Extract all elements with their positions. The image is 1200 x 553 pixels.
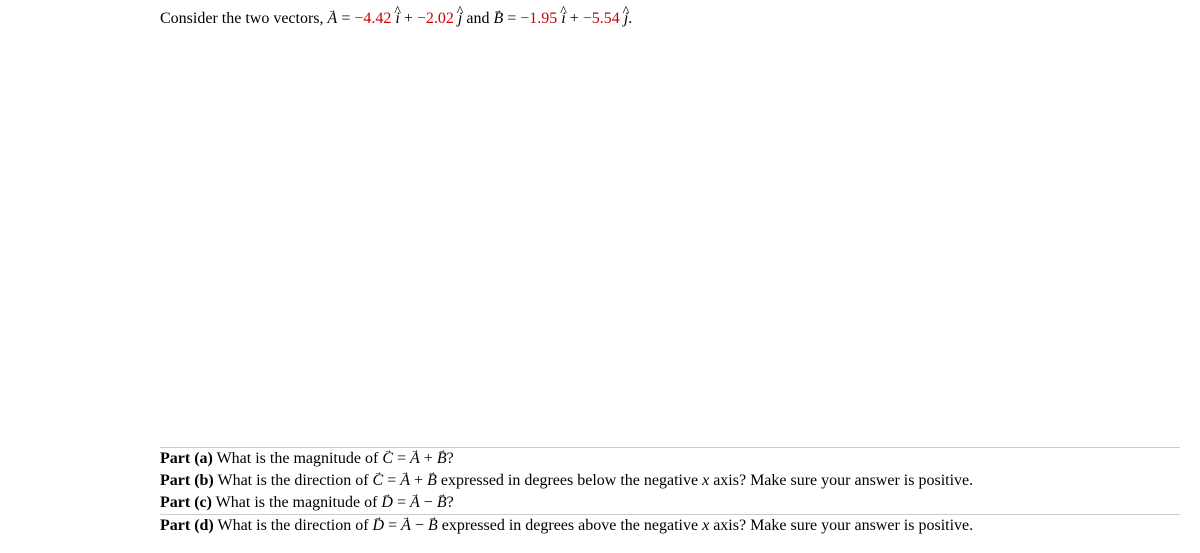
part-c-op: − [420,494,437,511]
vector-A-label: A [328,10,338,28]
part-d-A: A [401,517,411,535]
part-c-A: A [410,494,420,512]
part-b-text3: axis? Make sure your answer is positive. [709,472,973,489]
j-hat-1: j [458,10,462,28]
plus-1: + [400,10,417,27]
B-i-coef: −1.95 [520,10,561,27]
part-a-eq: = [393,450,410,467]
part-a-op: + [420,450,437,467]
part-a-B: B [437,450,447,468]
part-b-op: + [410,472,427,489]
intro-line: Consider the two vectors, A = −4.42 i + … [160,10,1180,28]
problem-content: Consider the two vectors, A = −4.42 i + … [0,0,1200,28]
part-c-line: Part (c) What is the magnitude of D = A … [160,492,1180,512]
part-a-A: A [410,450,420,468]
part-b-text2: expressed in degrees below the negative [437,472,702,489]
part-b-C: C [373,472,384,490]
plus-2: + [566,10,583,27]
part-d-eq: = [384,517,401,534]
part-c-label: Part (c) [160,494,212,511]
i-hat-1: i [395,10,399,28]
part-a-q: ? [447,450,454,467]
A-j-coef: −2.02 [417,10,458,27]
j-hat-2: j [624,10,628,28]
part-a-C: C [382,450,393,468]
part-d-D: D [373,517,385,535]
part-a-label: Part (a) [160,450,213,467]
part-b-eq: = [383,472,400,489]
part-b-label: Part (b) [160,472,214,489]
A-i-coef: −4.42 [354,10,395,27]
vector-B-label: B [493,10,503,28]
part-d-text3: axis? Make sure your answer is positive. [709,517,973,534]
part-a-line: Part (a) What is the magnitude of C = A … [160,447,1180,468]
part-b-A: A [400,472,410,490]
and-text: and [462,10,493,27]
equals-1: = [337,10,354,27]
part-d-text1: What is the direction of [214,517,373,534]
part-d-op: − [411,517,428,534]
part-b-B: B [427,472,437,490]
parts-section: Part (a) What is the magnitude of C = A … [160,445,1180,535]
part-d-text2: expressed in degrees above the negative [438,517,702,534]
part-c-D: D [381,494,393,512]
part-c-q: ? [447,494,454,511]
part-a-text1: What is the magnitude of [213,450,382,467]
part-c-text1: What is the magnitude of [212,494,381,511]
equals-2: = [503,10,520,27]
part-d-line: Part (d) What is the direction of D = A … [160,514,1180,535]
part-c-B: B [437,494,447,512]
part-b-line: Part (b) What is the direction of C = A … [160,470,1180,490]
part-b-text1: What is the direction of [214,472,373,489]
part-c-eq: = [393,494,410,511]
B-j-coef: −5.54 [583,10,624,27]
part-d-label: Part (d) [160,517,214,534]
part-d-B: B [428,517,438,535]
intro-prefix: Consider the two vectors, [160,10,328,27]
i-hat-2: i [561,10,565,28]
